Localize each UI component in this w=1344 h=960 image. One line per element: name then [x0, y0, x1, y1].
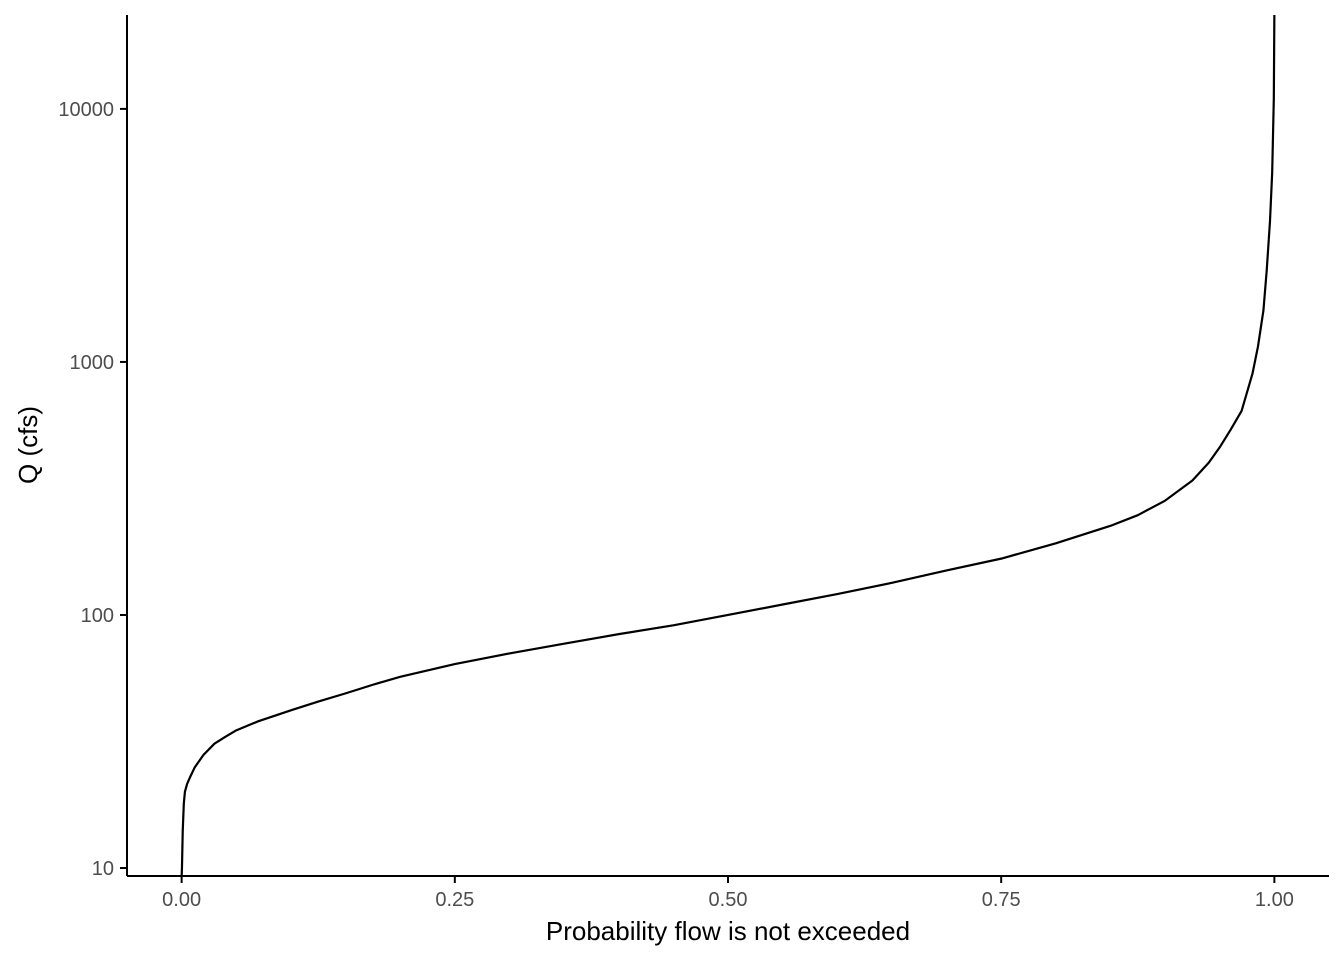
x-tick-label: 0.00	[162, 889, 201, 911]
x-tick-label: 0.50	[709, 889, 748, 911]
y-tick-label: 1000	[70, 352, 115, 374]
y-tick-label: 10	[92, 858, 114, 880]
x-tick-label: 0.75	[982, 889, 1021, 911]
series-line	[180, 14, 1276, 877]
y-tick-label: 100	[81, 605, 114, 627]
x-axis-ticks: 0.00 0.25 0.50 0.75 1.00	[162, 876, 1294, 911]
x-axis-title: Probability flow is not exceeded	[546, 916, 910, 946]
y-axis-ticks: 10 100 1000 10000	[58, 99, 127, 880]
x-tick-label: 0.25	[435, 889, 474, 911]
x-tick-label: 1.00	[1255, 889, 1294, 911]
y-axis-title: Q (cfs)	[13, 406, 43, 484]
plot-area	[180, 14, 1276, 877]
y-tick-label: 10000	[58, 99, 114, 121]
